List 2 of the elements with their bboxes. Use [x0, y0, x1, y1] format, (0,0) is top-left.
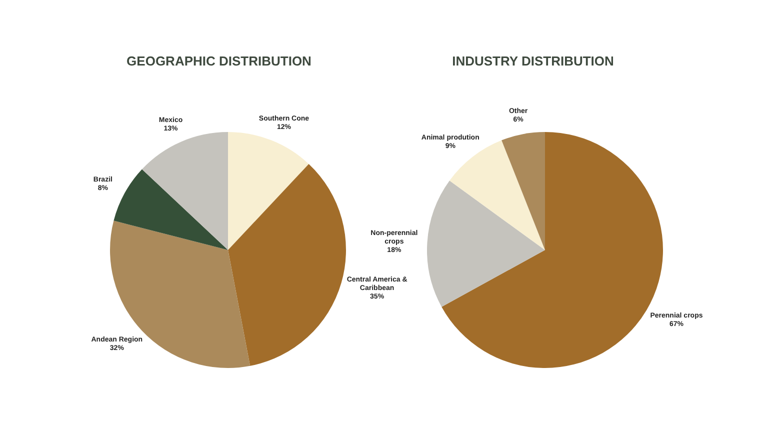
chart-title: INDUSTRY DISTRIBUTION — [452, 54, 614, 69]
chart-title: GEOGRAPHIC DISTRIBUTION — [126, 54, 312, 69]
